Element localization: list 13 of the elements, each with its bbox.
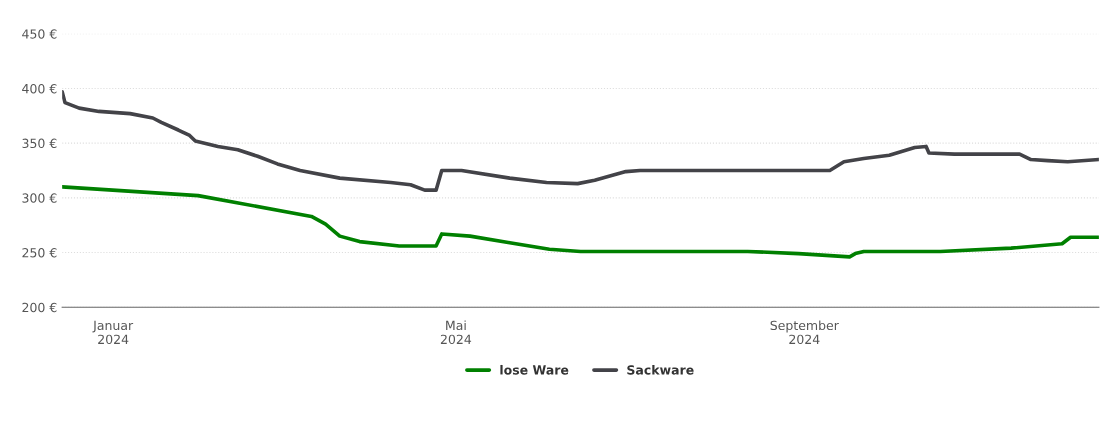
legend-label: lose Ware [500, 364, 569, 375]
y-tick-label: 250 € [22, 248, 57, 258]
y-tick-label: 450 € [22, 29, 57, 39]
y-tick-label: 300 € [22, 193, 57, 203]
y-tick-label: 200 € [22, 302, 57, 313]
line-series [62, 89, 1099, 192]
x-tick-label: Januar 2024 [92, 320, 134, 345]
y-tick-label: 400 € [22, 83, 57, 94]
y-tick-label: 350 € [22, 138, 57, 149]
line-series [62, 185, 1099, 259]
x-tick-label: Mai 2024 [440, 320, 472, 345]
x-tick-label: September 2024 [770, 320, 839, 345]
legend-label: Sackware [627, 364, 694, 375]
